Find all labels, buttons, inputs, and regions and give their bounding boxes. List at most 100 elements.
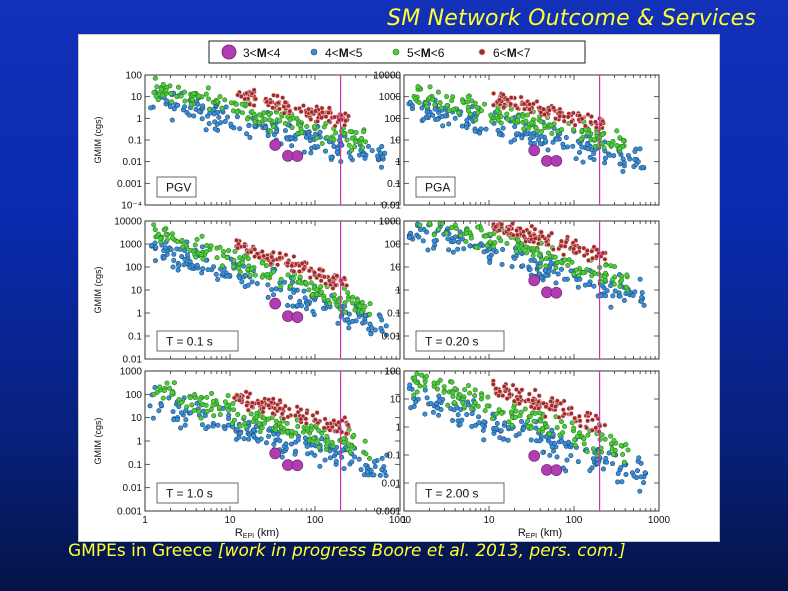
point-m4-5	[246, 123, 252, 129]
point-m4-5	[383, 323, 389, 329]
point-m4-5	[608, 304, 614, 310]
point-m5-6	[453, 225, 459, 231]
point-m4-5	[543, 138, 549, 144]
point-m5-6	[478, 227, 484, 233]
point-m5-6	[515, 237, 521, 243]
point-m6-7	[593, 425, 599, 431]
point-m5-6	[422, 384, 428, 390]
point-m5-6	[602, 436, 608, 442]
point-m4-5	[555, 271, 561, 277]
point-m6-7	[315, 420, 321, 426]
y-tick-label: 1000	[379, 92, 402, 103]
point-m4-5	[435, 116, 441, 122]
point-m5-6	[318, 289, 324, 295]
point-m4-5	[542, 267, 548, 273]
point-m6-7	[538, 229, 544, 235]
point-m5-6	[258, 413, 264, 419]
point-m4-5	[527, 266, 533, 272]
point-m4-5	[637, 488, 643, 494]
point-m6-7	[318, 278, 324, 284]
point-m4-5	[199, 244, 205, 250]
point-m4-5	[309, 450, 315, 456]
y-tick-label: 0.01	[382, 332, 402, 343]
point-m4-5	[335, 320, 341, 326]
point-m5-6	[560, 430, 566, 436]
point-m6-7	[585, 410, 591, 416]
point-m5-6	[614, 142, 620, 148]
slide-title: SM Network Outcome & Services	[387, 6, 756, 31]
y-tick-label: 100	[125, 390, 142, 401]
point-m3-4	[528, 144, 540, 157]
point-m5-6	[431, 380, 437, 386]
point-m5-6	[249, 108, 255, 114]
point-m4-5	[328, 154, 334, 160]
point-m5-6	[289, 428, 295, 434]
point-m4-5	[591, 157, 597, 163]
point-m4-5	[245, 282, 251, 288]
point-m4-5	[175, 267, 181, 273]
point-m5-6	[162, 227, 168, 233]
point-m5-6	[472, 387, 478, 393]
point-m6-7	[553, 404, 559, 410]
point-m3-4	[269, 447, 281, 460]
point-m6-7	[247, 101, 253, 107]
point-m4-5	[636, 455, 642, 461]
point-m6-7	[256, 255, 262, 261]
point-m4-5	[539, 133, 545, 139]
y-tick-label: 0.1	[387, 451, 401, 462]
point-m5-6	[599, 132, 605, 138]
x-axis-label-right: REPI (km)	[518, 527, 562, 540]
point-m5-6	[347, 128, 353, 134]
point-m4-5	[498, 428, 504, 434]
point-m4-5	[375, 153, 381, 159]
point-m4-5	[600, 466, 606, 472]
point-m6-7	[582, 123, 588, 129]
point-m5-6	[151, 90, 157, 96]
point-m4-5	[455, 246, 461, 252]
point-m6-7	[490, 381, 496, 387]
point-m4-5	[212, 126, 218, 132]
y-tick-label: 1	[395, 286, 401, 297]
point-m5-6	[191, 407, 197, 413]
point-m5-6	[321, 296, 327, 302]
point-m5-6	[324, 433, 330, 439]
legend-marker-m6-7	[478, 48, 486, 56]
y-tick-label: 100	[384, 367, 401, 378]
point-m5-6	[232, 248, 238, 254]
point-m4-5	[302, 435, 308, 441]
point-m4-5	[570, 143, 576, 149]
point-m4-5	[508, 139, 514, 145]
point-m4-5	[481, 419, 487, 425]
point-m5-6	[571, 271, 577, 277]
point-m5-6	[214, 255, 220, 261]
point-m5-6	[483, 233, 489, 239]
point-m4-5	[469, 423, 475, 429]
point-m5-6	[612, 447, 618, 453]
point-m5-6	[194, 236, 200, 242]
point-m5-6	[224, 403, 230, 409]
point-m4-5	[481, 249, 487, 255]
point-m5-6	[264, 271, 270, 277]
point-m5-6	[204, 409, 210, 415]
point-m4-5	[548, 260, 554, 266]
point-m6-7	[248, 249, 254, 255]
point-m5-6	[547, 431, 553, 437]
point-m4-5	[288, 135, 294, 141]
point-m5-6	[151, 222, 157, 228]
point-m5-6	[349, 147, 355, 153]
point-m5-6	[209, 390, 215, 396]
point-m4-5	[187, 259, 193, 265]
point-m5-6	[196, 409, 202, 415]
point-m5-6	[549, 130, 555, 136]
point-m4-5	[591, 150, 597, 156]
point-m4-5	[575, 284, 581, 290]
point-m5-6	[565, 262, 571, 268]
point-m5-6	[178, 93, 184, 99]
point-m4-5	[384, 452, 390, 458]
point-m6-7	[323, 281, 329, 287]
point-m5-6	[432, 102, 438, 108]
point-m5-6	[467, 111, 473, 117]
point-m5-6	[610, 276, 616, 282]
point-m5-6	[345, 441, 351, 447]
point-m5-6	[222, 97, 228, 103]
